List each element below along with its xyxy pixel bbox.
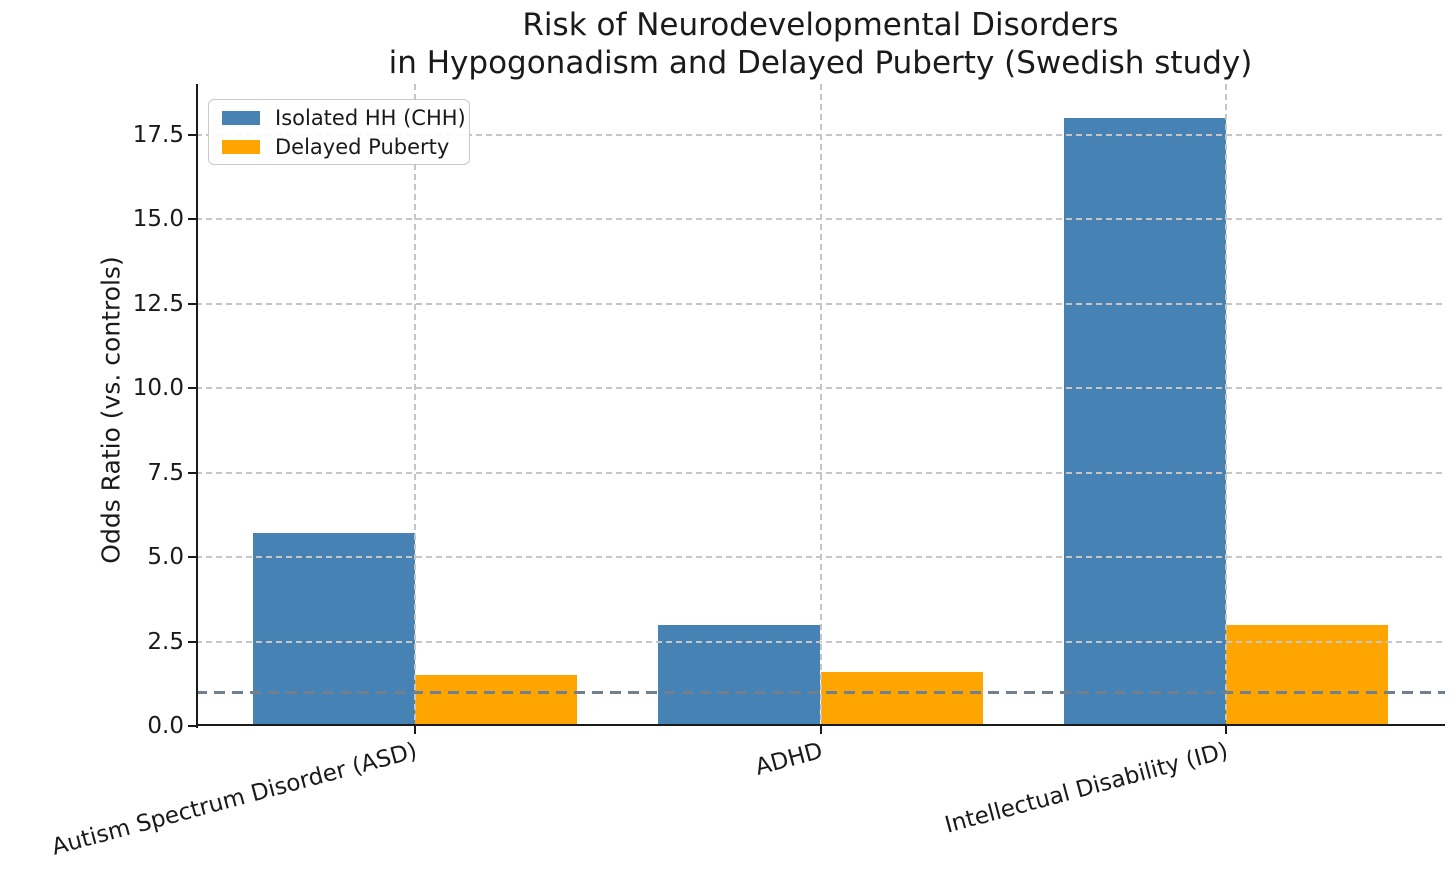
- x-tick-label: Intellectual Disability (ID): [942, 737, 1232, 839]
- chart-title: Risk of Neurodevelopmental Disorders in …: [388, 7, 1253, 81]
- x-axis-spine: [196, 724, 1445, 726]
- legend-item-isolated-hh: Isolated HH (CHH): [209, 103, 469, 132]
- reference-line-or-1: [196, 691, 1445, 695]
- bar-delayed-puberty-autism-spectrum-disorder-asd: [414, 675, 578, 726]
- y-tick-mark: [188, 725, 196, 727]
- legend-label-delayed-puberty: Delayed Puberty: [275, 134, 450, 159]
- legend: Isolated HH (CHH) Delayed Puberty: [208, 99, 470, 165]
- y-tick-label: 0.0: [147, 713, 184, 739]
- legend-swatch-orange: [222, 139, 260, 154]
- x-tick-mark: [819, 726, 822, 734]
- y-tick-mark: [188, 218, 196, 221]
- y-tick-mark: [188, 471, 196, 474]
- y-tick-label: 2.5: [147, 628, 184, 655]
- y-tick-label: 7.5: [147, 459, 184, 486]
- bar-isolated-hh-chh-autism-spectrum-disorder-asd: [252, 533, 415, 726]
- legend-item-delayed-puberty: Delayed Puberty: [209, 132, 469, 161]
- bar-delayed-puberty-adhd: [820, 671, 983, 726]
- legend-label-isolated-hh: Isolated HH (CHH): [275, 105, 466, 130]
- y-tick-mark: [188, 640, 196, 643]
- y-tick-label: 17.5: [132, 121, 184, 148]
- y-tick-mark: [188, 302, 196, 305]
- y-tick-label: 5.0: [147, 544, 184, 571]
- plot-area: [196, 84, 1445, 728]
- bar-isolated-hh-chh-intellectual-disability-id: [1063, 117, 1226, 726]
- y-tick-label: 15.0: [132, 206, 184, 233]
- x-gridline-adhd: [819, 84, 822, 726]
- legend-swatch-blue: [222, 110, 260, 125]
- x-gridline-intellectual-disability-id: [1225, 84, 1228, 726]
- x-tick-mark: [1225, 726, 1228, 734]
- y-tick-mark: [188, 556, 196, 559]
- x-gridline-autism-spectrum-disorder-asd: [413, 84, 416, 726]
- y-axis-spine: [196, 84, 198, 728]
- x-tick-label: ADHD: [752, 737, 826, 781]
- y-tick-label: 10.0: [132, 375, 184, 402]
- y-tick-mark: [188, 387, 196, 390]
- y-tick-label: 12.5: [132, 290, 184, 317]
- x-tick-mark: [413, 726, 416, 734]
- x-tick-label: Autism Spectrum Disorder (ASD): [49, 737, 420, 861]
- y-tick-mark: [188, 133, 196, 136]
